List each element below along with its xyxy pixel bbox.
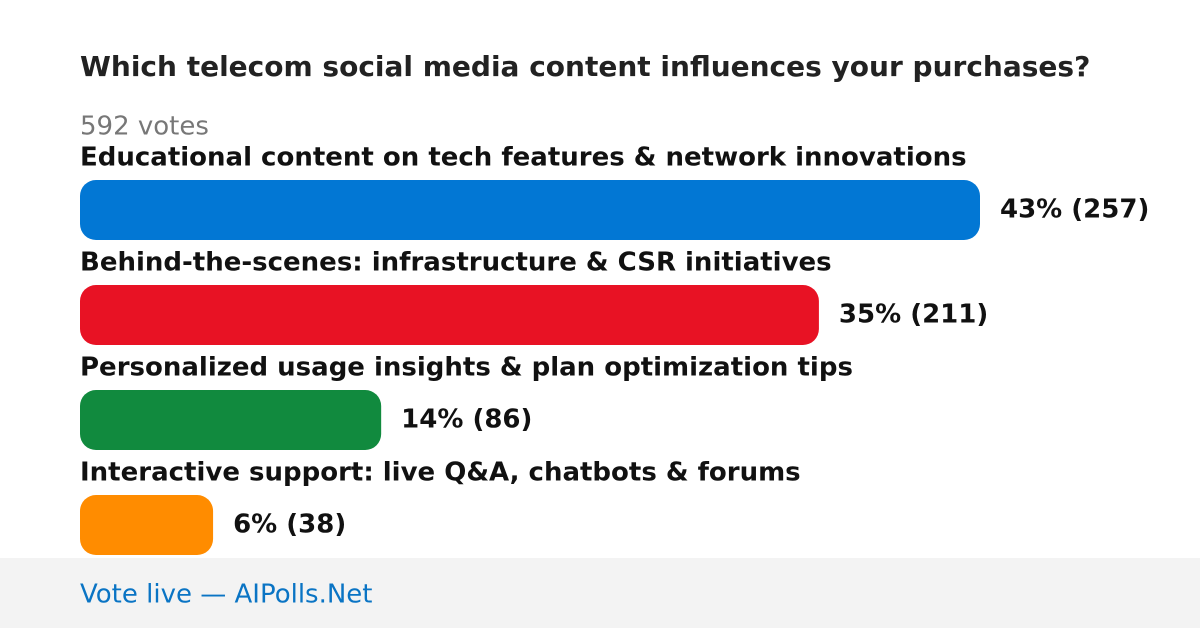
bar [80, 390, 382, 450]
bar [80, 495, 214, 555]
bar [80, 285, 819, 345]
value-label: 35% (211) [839, 300, 988, 330]
footer-link[interactable]: Vote live — AIPolls.Net [80, 580, 373, 610]
option-label: Behind-the-scenes: infrastructure & CSR … [80, 248, 832, 278]
value-label: 6% (38) [233, 510, 346, 540]
bar [80, 180, 980, 240]
option-label: Educational content on tech features & n… [80, 143, 967, 173]
option-label: Interactive support: live Q&A, chatbots … [80, 458, 801, 488]
option-label: Personalized usage insights & plan optim… [80, 353, 853, 383]
value-label: 14% (86) [401, 405, 532, 435]
value-label: 43% (257) [1000, 195, 1149, 225]
poll-title: Which telecom social media content influ… [80, 50, 1090, 83]
footer-bar [0, 558, 1200, 628]
vote-count: 592 votes [80, 112, 209, 142]
